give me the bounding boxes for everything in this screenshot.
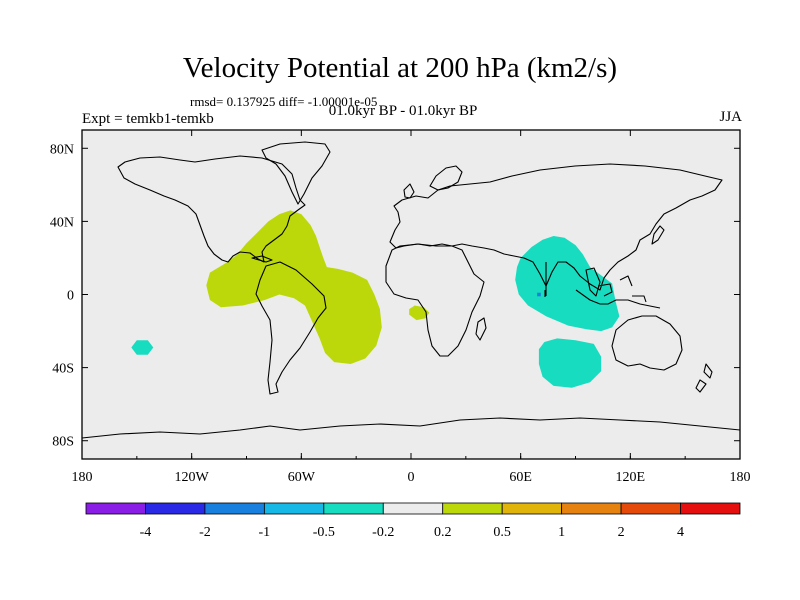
colorbar-segment xyxy=(561,502,622,515)
colorbar-label: -0.2 xyxy=(372,525,394,540)
negative-anomaly-indian-ocean-region xyxy=(515,236,620,332)
colorbar: -4 -2 -1 -0.5 -0.2 0.2 0.5 1 2 4 xyxy=(85,502,741,540)
colorbar-label: 0.2 xyxy=(434,525,452,540)
coastline-greenland xyxy=(261,141,331,205)
colorbar-label: -2 xyxy=(199,525,211,540)
colorbar-label: 4 xyxy=(677,525,684,540)
negative-anomaly-southern-indian-ocean-region xyxy=(538,338,602,388)
coastline-africa xyxy=(385,243,485,357)
x-tick-label: 120E xyxy=(616,470,646,485)
coastline-madagascar xyxy=(475,317,487,341)
coastlines xyxy=(81,141,741,439)
coastline-north-america xyxy=(117,155,306,263)
coastline-australia xyxy=(611,315,683,371)
chart-title: Velocity Potential at 200 hPa (km2/s) xyxy=(182,52,618,84)
colorbar-label: 0.5 xyxy=(493,525,511,540)
positive-anomaly-americas-atlantic-region xyxy=(206,210,382,364)
colorbar-segment xyxy=(680,502,741,515)
x-tick-label: 120W xyxy=(175,470,210,485)
map-plot-area: 180 120W 60W 0 60E 120E 180 80N 40N 0 40S 80S xyxy=(50,129,751,485)
coastline-antarctica xyxy=(81,417,741,439)
colorbar-label: 1 xyxy=(558,525,565,540)
colorbar-segment xyxy=(85,502,146,515)
colorbar-label: -0.5 xyxy=(313,525,335,540)
y-tick-label: 40S xyxy=(52,362,74,377)
coastline-south-america xyxy=(255,261,327,395)
colorbar-segment xyxy=(323,502,384,515)
anomaly-regions xyxy=(131,210,620,388)
colorbar-segment xyxy=(620,502,681,515)
coastline-cuba xyxy=(251,255,273,263)
strong-negative-anomaly-indian-ocean-region xyxy=(537,292,541,297)
x-tick-label: 0 xyxy=(408,470,415,485)
coastline-scandinavia xyxy=(429,165,463,191)
y-tick-label: 80S xyxy=(52,435,74,450)
x-tick-label: 60E xyxy=(509,470,532,485)
map-background xyxy=(82,130,740,459)
negative-anomaly-south-pacific-region xyxy=(131,340,154,355)
coastline-maritime-continent xyxy=(575,275,661,309)
x-tick-label: 180 xyxy=(730,470,751,485)
y-tick-label: 40N xyxy=(50,215,74,230)
colorbar-segment xyxy=(442,502,503,515)
experiment-label: Expt = temkb1-temkb xyxy=(82,111,214,127)
colorbar-segment xyxy=(501,502,563,515)
colorbar-segment xyxy=(145,502,206,515)
colorbar-label: -1 xyxy=(259,525,271,540)
colorbar-label: -4 xyxy=(140,525,152,540)
coastline-indochina xyxy=(585,267,601,297)
colorbar-segment xyxy=(204,502,265,515)
x-tick-label: 180 xyxy=(72,470,93,485)
coastline-indian-subcontinent-detail xyxy=(544,262,547,297)
coastline-new-zealand xyxy=(695,363,713,393)
colorbar-segment xyxy=(263,502,325,515)
x-tick-label: 60W xyxy=(288,470,316,485)
statistics-subtitle: rmsd= 0.137925 diff= -1.00001e-05 xyxy=(190,94,378,109)
colorbar-segment xyxy=(382,502,444,515)
coastline-british-isles xyxy=(403,183,415,199)
colorbar-label: 2 xyxy=(618,525,625,540)
y-tick-label: 80N xyxy=(50,142,74,157)
coastline-japan xyxy=(651,225,665,245)
longitude-axis: 180 120W 60W 0 60E 120E 180 xyxy=(72,130,751,485)
coastline-eurasia xyxy=(389,163,723,291)
y-tick-label: 0 xyxy=(67,289,74,304)
latitude-axis: 80N 40N 0 40S 80S xyxy=(50,142,740,450)
period-subtitle: 01.0kyr BP - 01.0kyr BP xyxy=(328,103,478,119)
season-label: JJA xyxy=(719,109,742,125)
